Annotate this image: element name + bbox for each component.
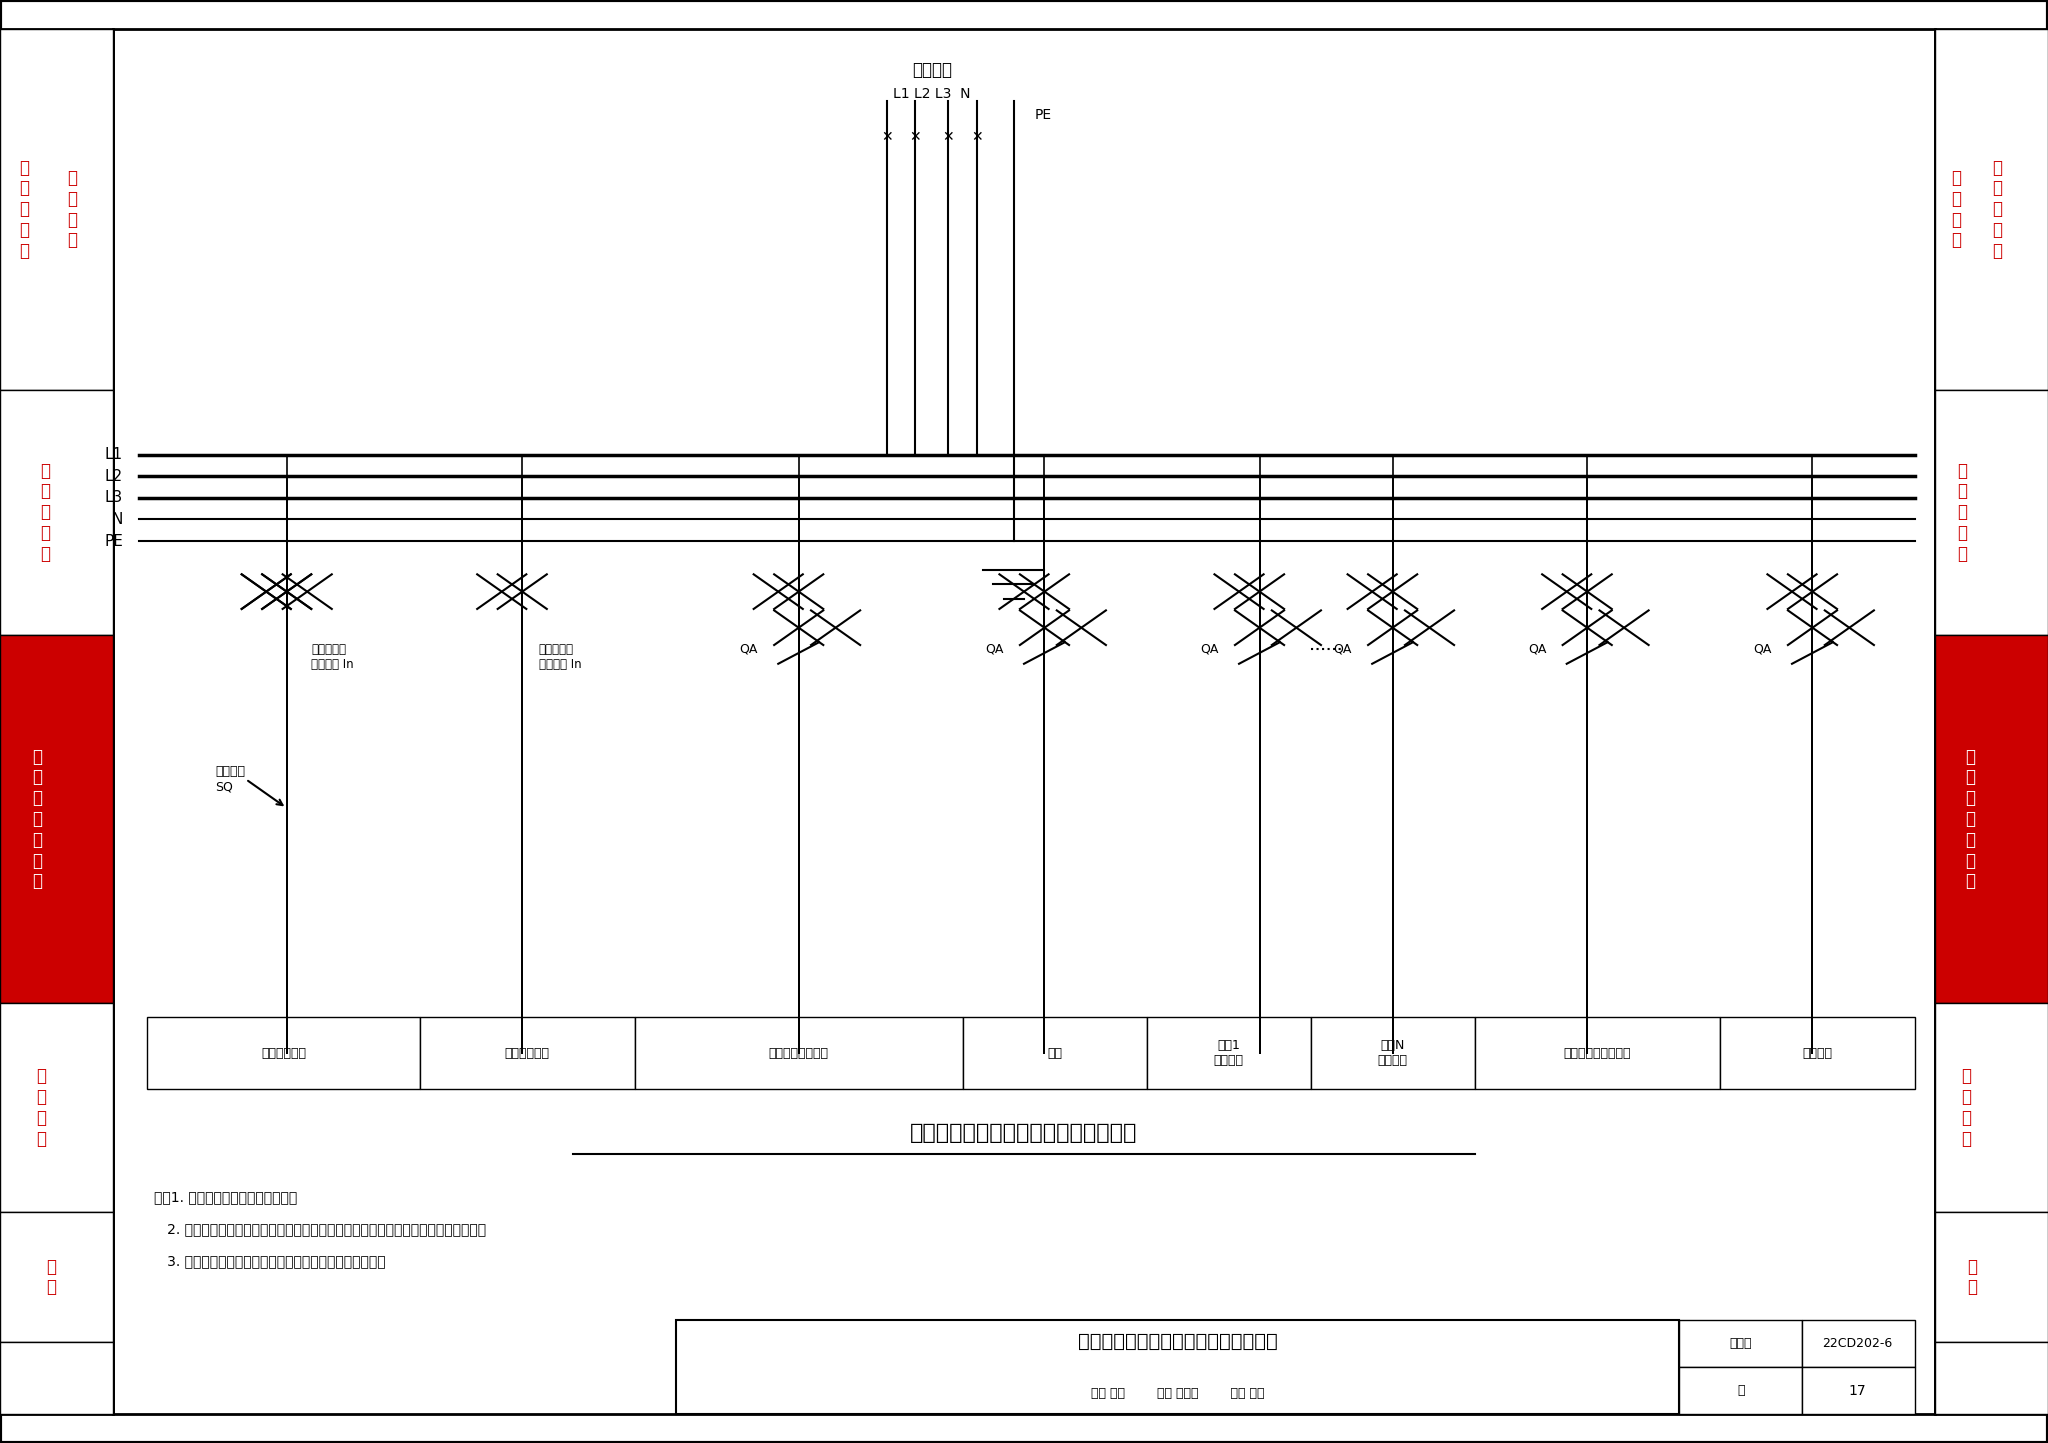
Text: 工
作
原
理
和: 工 作 原 理 和 — [1993, 159, 2001, 260]
Bar — [147, 1017, 420, 1089]
Text: 案
例: 案 例 — [1968, 1258, 1976, 1296]
Text: 预留电源: 预留电源 — [1802, 1046, 1833, 1061]
Text: ✕: ✕ — [942, 130, 954, 144]
Text: 安
装
要
求: 安 装 要 求 — [37, 1068, 45, 1147]
Text: ✕: ✕ — [909, 130, 922, 144]
Text: 3. 电力系统接地型式由设计人员根据工程实际情况设计。: 3. 电力系统接地型式由设计人员根据工程实际情况设计。 — [154, 1254, 385, 1268]
Bar — [113, 29, 1935, 1414]
Bar — [1802, 1320, 1915, 1368]
Text: QA: QA — [985, 642, 1004, 657]
Text: PE: PE — [1034, 108, 1051, 123]
Text: 行程开关
SQ: 行程开关 SQ — [215, 765, 246, 794]
Text: 案
例: 案 例 — [47, 1258, 55, 1296]
Text: L1 L2 L3  N: L1 L2 L3 N — [893, 87, 971, 101]
Text: 2. 控制回路数、负荷大小、线缆规格、飞轮储能装置数量等根据具体方案进行确定。: 2. 控制回路数、负荷大小、线缆规格、飞轮储能装置数量等根据具体方案进行确定。 — [154, 1222, 485, 1237]
Bar — [1720, 1017, 1915, 1089]
Text: 审核 孙兰        校对 张先玉        设计 王翾: 审核 孙兰 校对 张先玉 设计 王翾 — [1092, 1387, 1264, 1400]
Text: N: N — [111, 512, 123, 527]
Bar — [1935, 390, 2048, 635]
Text: 页: 页 — [1737, 1384, 1745, 1397]
Text: QA: QA — [1333, 642, 1352, 657]
Bar — [1935, 29, 2048, 390]
Text: 剩余电流动
作断路器 In: 剩余电流动 作断路器 In — [311, 642, 354, 671]
Text: 基
本
构
成: 基 本 构 成 — [68, 169, 76, 250]
Text: 集装箱式飞轮储能系统电源回路接线图: 集装箱式飞轮储能系统电源回路接线图 — [1077, 1332, 1278, 1351]
Bar — [0, 635, 113, 1003]
Text: 22CD202-6: 22CD202-6 — [1823, 1338, 1892, 1351]
Bar — [0, 390, 113, 635]
Bar — [1935, 29, 2048, 1414]
Text: QA: QA — [1200, 642, 1219, 657]
Bar — [635, 1017, 963, 1089]
Text: 典
型
系
统
图: 典 型 系 统 图 — [41, 462, 49, 563]
Text: QA: QA — [739, 642, 758, 657]
Bar — [1475, 1017, 1720, 1089]
Text: 集装箱内插座: 集装箱内插座 — [506, 1046, 549, 1061]
Bar — [0, 1342, 113, 1414]
Text: L2: L2 — [104, 469, 123, 483]
Text: 飞轮N
辅助设备: 飞轮N 辅助设备 — [1378, 1039, 1407, 1068]
Text: 基
本
构
成: 基 本 构 成 — [1952, 169, 1960, 250]
Text: 空调: 空调 — [1047, 1046, 1063, 1061]
Bar — [0, 29, 113, 390]
Text: 典
型
系
统
图: 典 型 系 统 图 — [1958, 462, 1966, 563]
Text: QA: QA — [1753, 642, 1772, 657]
Bar — [1935, 1003, 2048, 1212]
Text: 飞轮1
辅助设备: 飞轮1 辅助设备 — [1214, 1039, 1243, 1068]
Bar — [0, 29, 113, 1414]
Text: 17: 17 — [1849, 1384, 1866, 1398]
Text: 集装箱内照明: 集装箱内照明 — [262, 1046, 305, 1061]
Text: ✕: ✕ — [971, 130, 983, 144]
Bar — [1802, 1368, 1915, 1414]
Bar — [1935, 1212, 2048, 1342]
Bar — [1679, 1368, 1802, 1414]
Text: 图集号: 图集号 — [1731, 1338, 1751, 1351]
Bar — [0, 1212, 113, 1342]
Text: 安
装
要
求: 安 装 要 求 — [1962, 1068, 1970, 1147]
Bar — [1935, 635, 2048, 1003]
Bar — [963, 1017, 1147, 1089]
Text: 工
作
原
理
和: 工 作 原 理 和 — [20, 159, 29, 260]
Bar — [1935, 1342, 2048, 1414]
Bar — [676, 1320, 1679, 1414]
Text: 注：1. 电力电源宜选用不间断电源。: 注：1. 电力电源宜选用不间断电源。 — [154, 1190, 297, 1205]
Bar — [1679, 1320, 1802, 1368]
Bar — [420, 1017, 635, 1089]
Text: L1: L1 — [104, 447, 123, 462]
Text: ✕: ✕ — [881, 130, 893, 144]
Text: 集装箱内应急照明: 集装箱内应急照明 — [768, 1046, 829, 1061]
Text: 剩余电流动
作断路器 In: 剩余电流动 作断路器 In — [539, 642, 582, 671]
Text: 拓
扑
图
与
接
线
图: 拓 扑 图 与 接 线 图 — [1966, 747, 1974, 890]
Text: 电力电源: 电力电源 — [911, 62, 952, 79]
Bar — [1311, 1017, 1475, 1089]
Text: 集装箱式飞轮储能系统电源回路接线图: 集装箱式飞轮储能系统电源回路接线图 — [909, 1123, 1139, 1143]
Text: 视频监控总控柜电源: 视频监控总控柜电源 — [1565, 1046, 1630, 1061]
Text: PE: PE — [104, 534, 123, 548]
Bar — [0, 1003, 113, 1212]
Text: 拓
扑
图
与
接
线
图: 拓 扑 图 与 接 线 图 — [33, 747, 41, 890]
Bar — [1147, 1017, 1311, 1089]
Text: L3: L3 — [104, 491, 123, 505]
Text: QA: QA — [1528, 642, 1546, 657]
